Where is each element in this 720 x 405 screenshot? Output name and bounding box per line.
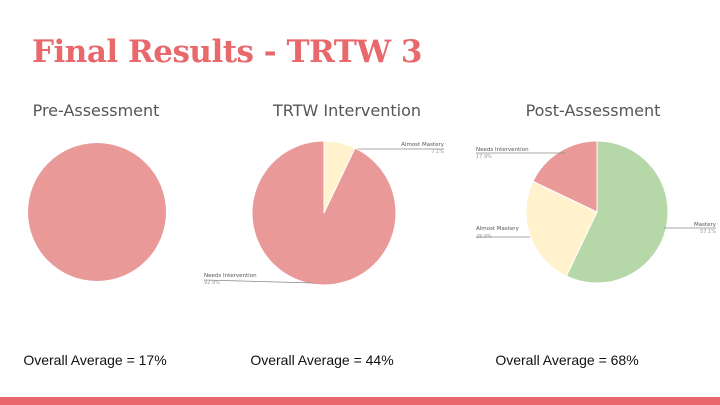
slice-percent-almost-mastery: 25.0%	[476, 234, 492, 240]
pie-slice-almost-mastery	[525, 180, 598, 277]
pie-slice-needs-intervention	[532, 140, 598, 213]
chart-title-trtw-intervention: TRTW Intervention	[272, 101, 422, 120]
bottom-accent-bar	[0, 397, 720, 405]
chart-title-pre-assessment: Pre-Assessment	[32, 101, 160, 120]
pie-slice-needs-intervention	[251, 140, 397, 286]
slice-percent-almost-mastery: 7.1%	[431, 149, 444, 155]
pie-chart-pre-assessment	[28, 143, 166, 281]
slice-percent-needs-intervention: 17.9%	[476, 154, 492, 160]
slice-percent-mastery: 57.1%	[700, 229, 716, 235]
slice-label-needs-intervention: Needs Intervention	[204, 273, 257, 279]
caption-pre-assessment: Overall Average = 17%	[23, 352, 167, 368]
slide-title: Final Results - TRTW 3	[32, 34, 423, 70]
slice-label-mastery: Mastery	[694, 222, 717, 228]
chart-title-post-assessment: Post-Assessment	[525, 101, 661, 120]
slice-label-almost-mastery: Almost Mastery	[401, 142, 445, 148]
leader-line-needs-intervention	[203, 279, 315, 284]
slice-label-needs-intervention: Needs Intervention	[476, 147, 529, 153]
pie-slice-full	[28, 143, 166, 281]
caption-trtw-intervention: Overall Average = 44%	[250, 352, 394, 368]
caption-post-assessment: Overall Average = 68%	[495, 352, 639, 368]
slice-label-almost-mastery: Almost Mastery	[476, 226, 520, 232]
slice-percent-needs-intervention: 92.9%	[204, 280, 220, 286]
